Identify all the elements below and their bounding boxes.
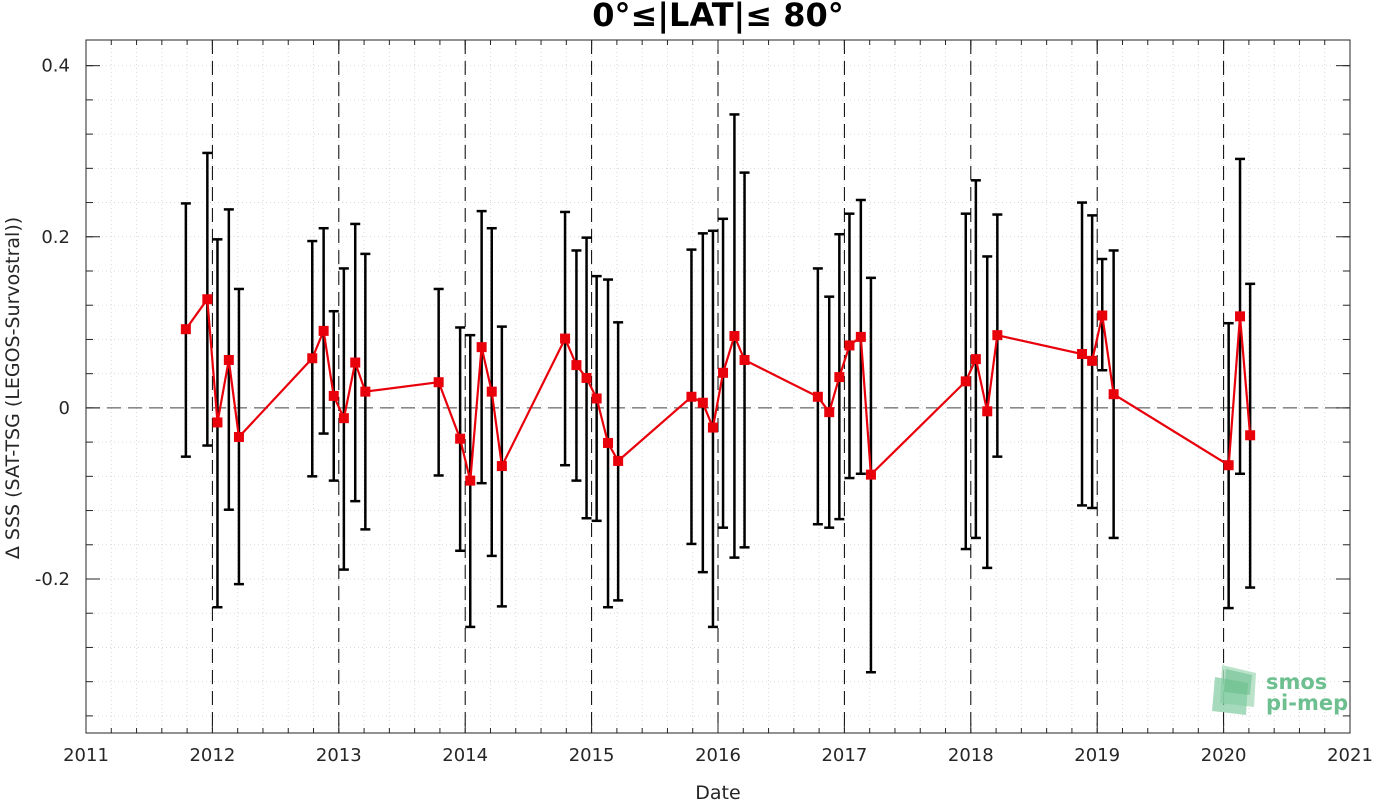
data-point-marker [686,391,697,402]
chart-title: 0°≤|LAT|≤ 80° [592,0,843,35]
logo-text-line1: smos [1266,670,1327,694]
y-axis-label: Δ SSS (SAT-TSG (LEGOS-Survostral)) [2,217,24,559]
x-tick-label: 2021 [1327,745,1373,766]
data-point-marker [307,353,318,364]
data-point-marker [1097,310,1108,321]
logo-text-line2: pi-mep [1266,691,1348,715]
data-point-marker [970,354,981,365]
logo-mark-icon [1212,665,1256,715]
x-axis-label: Date [695,782,740,801]
data-point-marker [960,376,971,387]
data-point-marker [202,294,213,305]
data-point-marker [571,360,582,371]
data-point-marker [360,386,371,397]
data-point-marker [180,324,191,335]
data-point-marker [1223,460,1234,471]
x-tick-label: 2020 [1201,745,1247,766]
data-point-marker [697,397,708,408]
x-tick-label: 2018 [948,745,994,766]
data-point-marker [739,354,750,365]
data-point-marker [729,331,740,342]
data-point-marker [834,372,845,383]
x-tick-label: 2011 [63,745,109,766]
data-point-marker [433,377,444,388]
data-point-marker [824,407,835,418]
tick-layer: 2011 2012 2013 2014 2015 2016 2017 2018 2019 2020… [35,40,1373,766]
data-point-marker [992,330,1003,341]
data-point-marker [855,331,866,342]
data-point-marker [455,433,466,444]
x-tick-label: 2017 [821,745,867,766]
data-point-marker [844,340,855,351]
series-line [185,296,1252,481]
data-point-marker [328,390,339,401]
data-point-marker [476,342,487,353]
smos-pimep-logo: smos pi-mep [1212,665,1348,715]
x-tick-label: 2019 [1074,745,1120,766]
series-layer [180,294,1256,486]
data-point-marker [1077,348,1088,359]
data-point-marker [1245,430,1256,441]
y-tick-label: 0 [59,398,70,419]
y-tick-label: 0.2 [41,227,70,248]
data-point-marker [581,372,592,383]
data-point-marker [223,354,234,365]
data-point-marker [350,357,361,368]
data-point-marker [591,393,602,404]
data-point-marker [865,469,876,480]
x-tick-label: 2016 [695,745,741,766]
data-point-marker [613,455,624,466]
data-point-marker [1087,355,1098,366]
x-tick-label: 2014 [442,745,488,766]
data-point-marker [560,333,571,344]
data-point-marker [486,386,497,397]
data-point-marker [707,422,718,433]
data-point-marker [718,367,729,378]
data-point-marker [1108,389,1119,400]
data-point-marker [465,475,476,486]
data-point-marker [496,461,507,472]
data-point-marker [338,413,349,424]
x-tick-label: 2013 [316,745,362,766]
data-point-marker [233,431,244,442]
data-point-marker [318,325,329,336]
data-point-marker [982,406,993,417]
x-tick-label: 2015 [569,745,615,766]
data-point-marker [212,417,223,428]
x-tick-label: 2012 [189,745,235,766]
data-point-marker [1235,311,1246,322]
data-point-marker [603,437,614,448]
y-tick-label: -0.2 [35,569,70,590]
y-tick-label: 0.4 [41,56,70,77]
data-point-marker [812,391,823,402]
